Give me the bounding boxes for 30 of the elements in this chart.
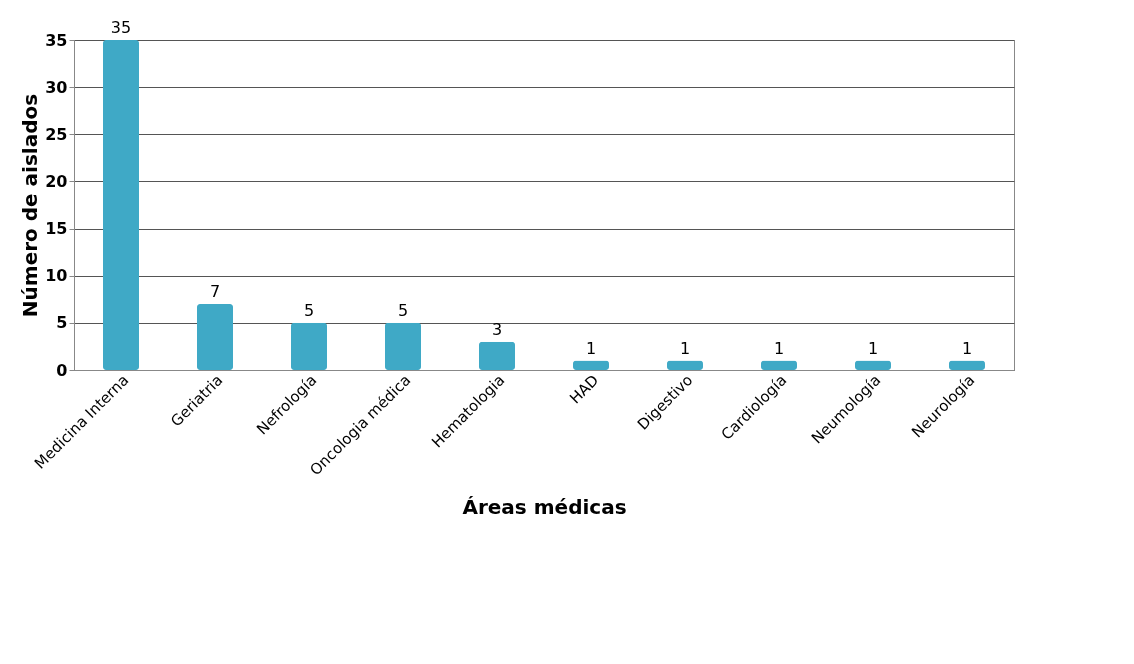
bar: [573, 360, 609, 370]
y-tick-label: 25: [45, 124, 68, 144]
data-label: 5: [303, 300, 315, 320]
data-label: 1: [773, 338, 785, 358]
data-label: 3: [491, 319, 503, 339]
y-tick-label: 20: [45, 171, 68, 191]
y-tick-label: 10: [45, 266, 68, 286]
bar: [949, 360, 985, 370]
bar: [291, 322, 327, 370]
y-tick-label: 5: [56, 313, 68, 333]
bar: [667, 360, 703, 370]
y-tick-label: 0: [56, 360, 68, 380]
bar: [855, 360, 891, 370]
bar: [479, 341, 515, 370]
data-label: 1: [961, 338, 973, 358]
data-label: 1: [867, 338, 879, 358]
data-label: 7: [209, 282, 221, 301]
bar: [385, 322, 421, 370]
bar: [103, 40, 139, 370]
data-label: 1: [679, 338, 691, 358]
data-label: 35: [110, 18, 132, 37]
bar: [761, 360, 797, 370]
data-label: 5: [397, 300, 409, 320]
y-tick-label: 30: [45, 77, 68, 97]
x-axis-title: Áreas médicas: [462, 495, 627, 520]
y-axis-title: Número de aislados: [18, 93, 43, 318]
y-tick-label: 15: [45, 219, 68, 239]
bar: [197, 304, 233, 370]
y-tick-label: 35: [45, 30, 68, 50]
data-label: 1: [585, 338, 597, 358]
